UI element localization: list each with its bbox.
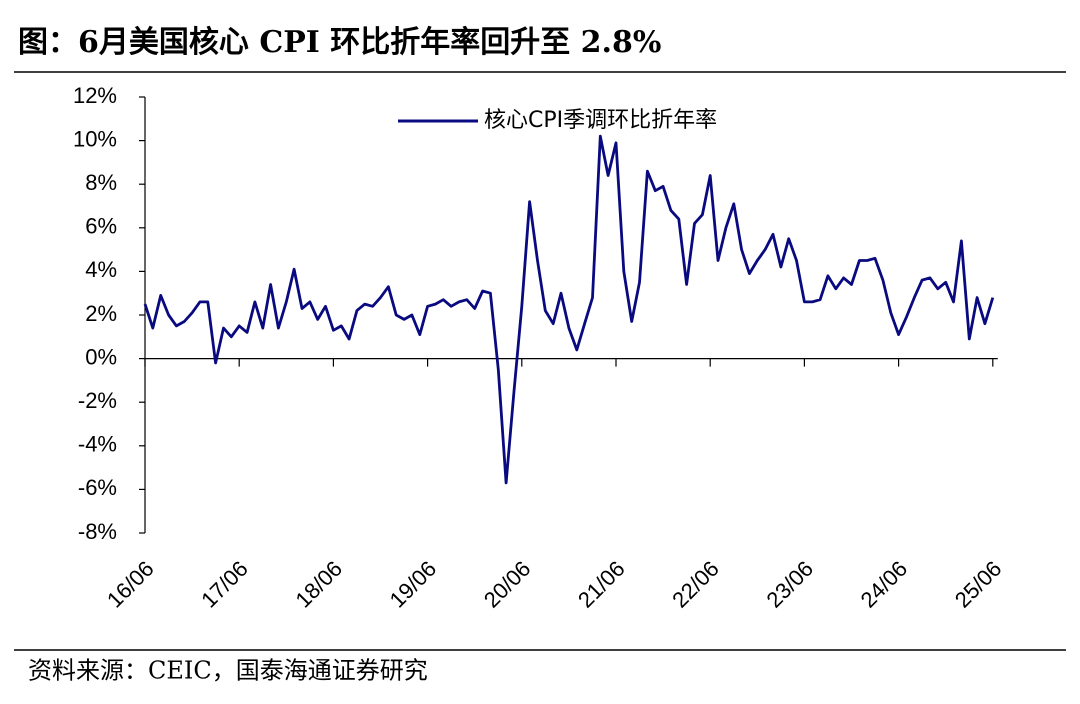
source: 资料来源：CEIC，国泰海通证券研究 bbox=[28, 657, 428, 685]
y-tick-label: -8% bbox=[78, 519, 117, 544]
chart-title: 图：6月美国核心 CPI 环比折年率回升至 2.8% bbox=[18, 25, 661, 60]
y-tick-label: 0% bbox=[85, 344, 117, 369]
x-tick-label: 21/06 bbox=[573, 556, 630, 613]
y-tick-label: 10% bbox=[73, 126, 117, 151]
y-tick-label: -4% bbox=[78, 432, 117, 457]
y-tick-label: 4% bbox=[85, 257, 117, 282]
y-tick-label: 2% bbox=[85, 301, 117, 326]
x-tick-label: 19/06 bbox=[385, 556, 442, 613]
x-tick-label: 24/06 bbox=[856, 556, 913, 613]
y-tick-label: 6% bbox=[85, 214, 117, 239]
x-tick-label: 18/06 bbox=[290, 556, 347, 613]
x-tick-label: 25/06 bbox=[950, 556, 1007, 613]
series-line bbox=[143, 134, 995, 485]
legend-label: 核心CPI季调环比折年率 bbox=[484, 108, 717, 133]
x-tick-label: 17/06 bbox=[196, 556, 253, 613]
y-tick-label: -2% bbox=[78, 388, 117, 413]
x-tick-label: 23/06 bbox=[761, 556, 818, 613]
y-tick-label: 8% bbox=[85, 170, 117, 195]
x-tick-label: 20/06 bbox=[479, 556, 536, 613]
x-tick-label: 22/06 bbox=[667, 556, 724, 613]
x-tick-label: 16/06 bbox=[102, 556, 159, 613]
y-tick-label: -6% bbox=[78, 475, 117, 500]
y-tick-label: 12% bbox=[73, 83, 117, 108]
